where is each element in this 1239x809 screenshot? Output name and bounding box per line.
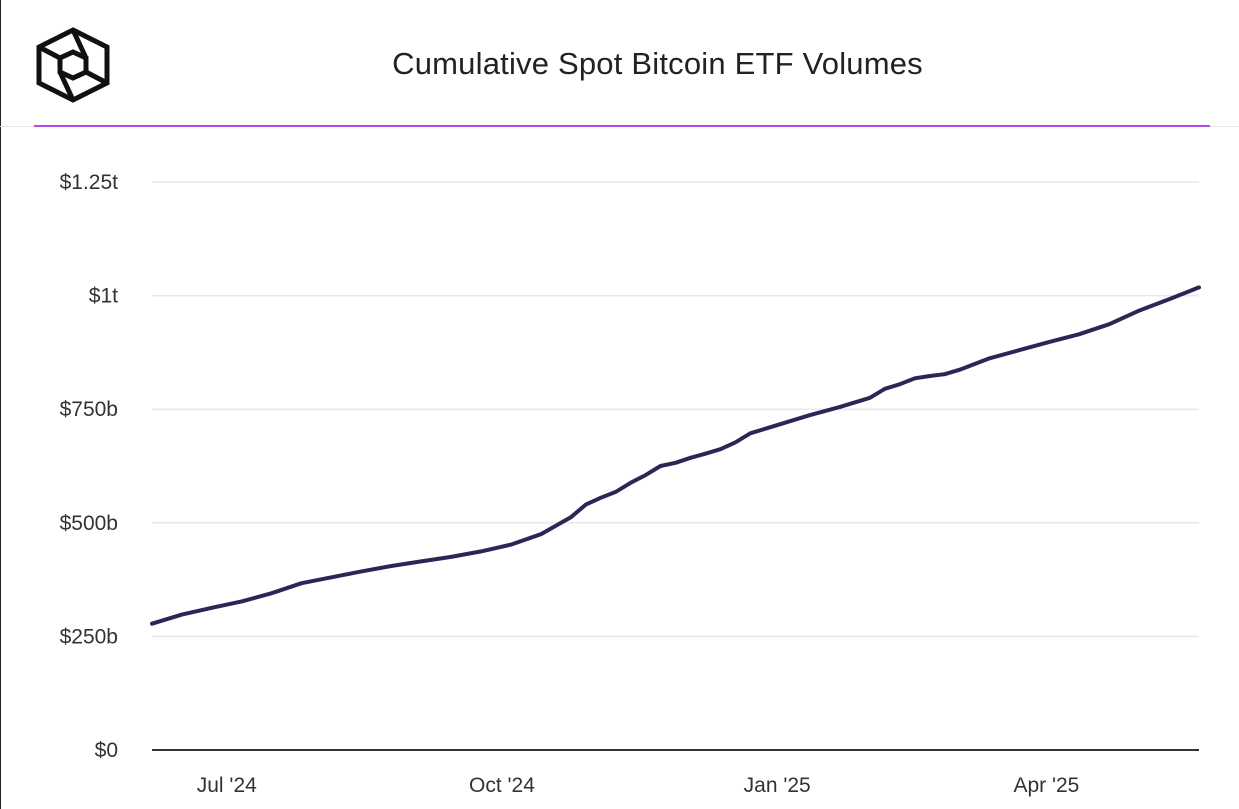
y-axis-ticks: $0 $250b $500b $750b $1t $1.25t xyxy=(60,171,119,762)
y-tick-label: $0 xyxy=(95,739,118,762)
series-line xyxy=(150,285,1201,626)
y-tick-label: $1t xyxy=(89,285,118,308)
x-tick-label: Oct '24 xyxy=(469,774,535,797)
cube-logo-icon xyxy=(36,27,110,103)
x-tick-label: Jul '24 xyxy=(197,774,257,797)
y-tick-label: $500b xyxy=(60,512,118,535)
y-tick-label: $1.25t xyxy=(60,171,119,194)
x-tick-label: Apr '25 xyxy=(1013,774,1079,797)
x-tick-label: Jan '25 xyxy=(744,774,811,797)
gridlines xyxy=(152,181,1199,751)
y-tick-label: $750b xyxy=(60,398,118,421)
y-tick-label: $250b xyxy=(60,625,118,648)
chart-title: Cumulative Spot Bitcoin ETF Volumes xyxy=(392,46,923,81)
x-axis-ticks: Jul '24 Oct '24 Jan '25 Apr '25 xyxy=(197,774,1080,797)
left-border xyxy=(0,0,1,809)
header-accent-line xyxy=(34,125,1210,127)
series-layer xyxy=(150,285,1201,626)
